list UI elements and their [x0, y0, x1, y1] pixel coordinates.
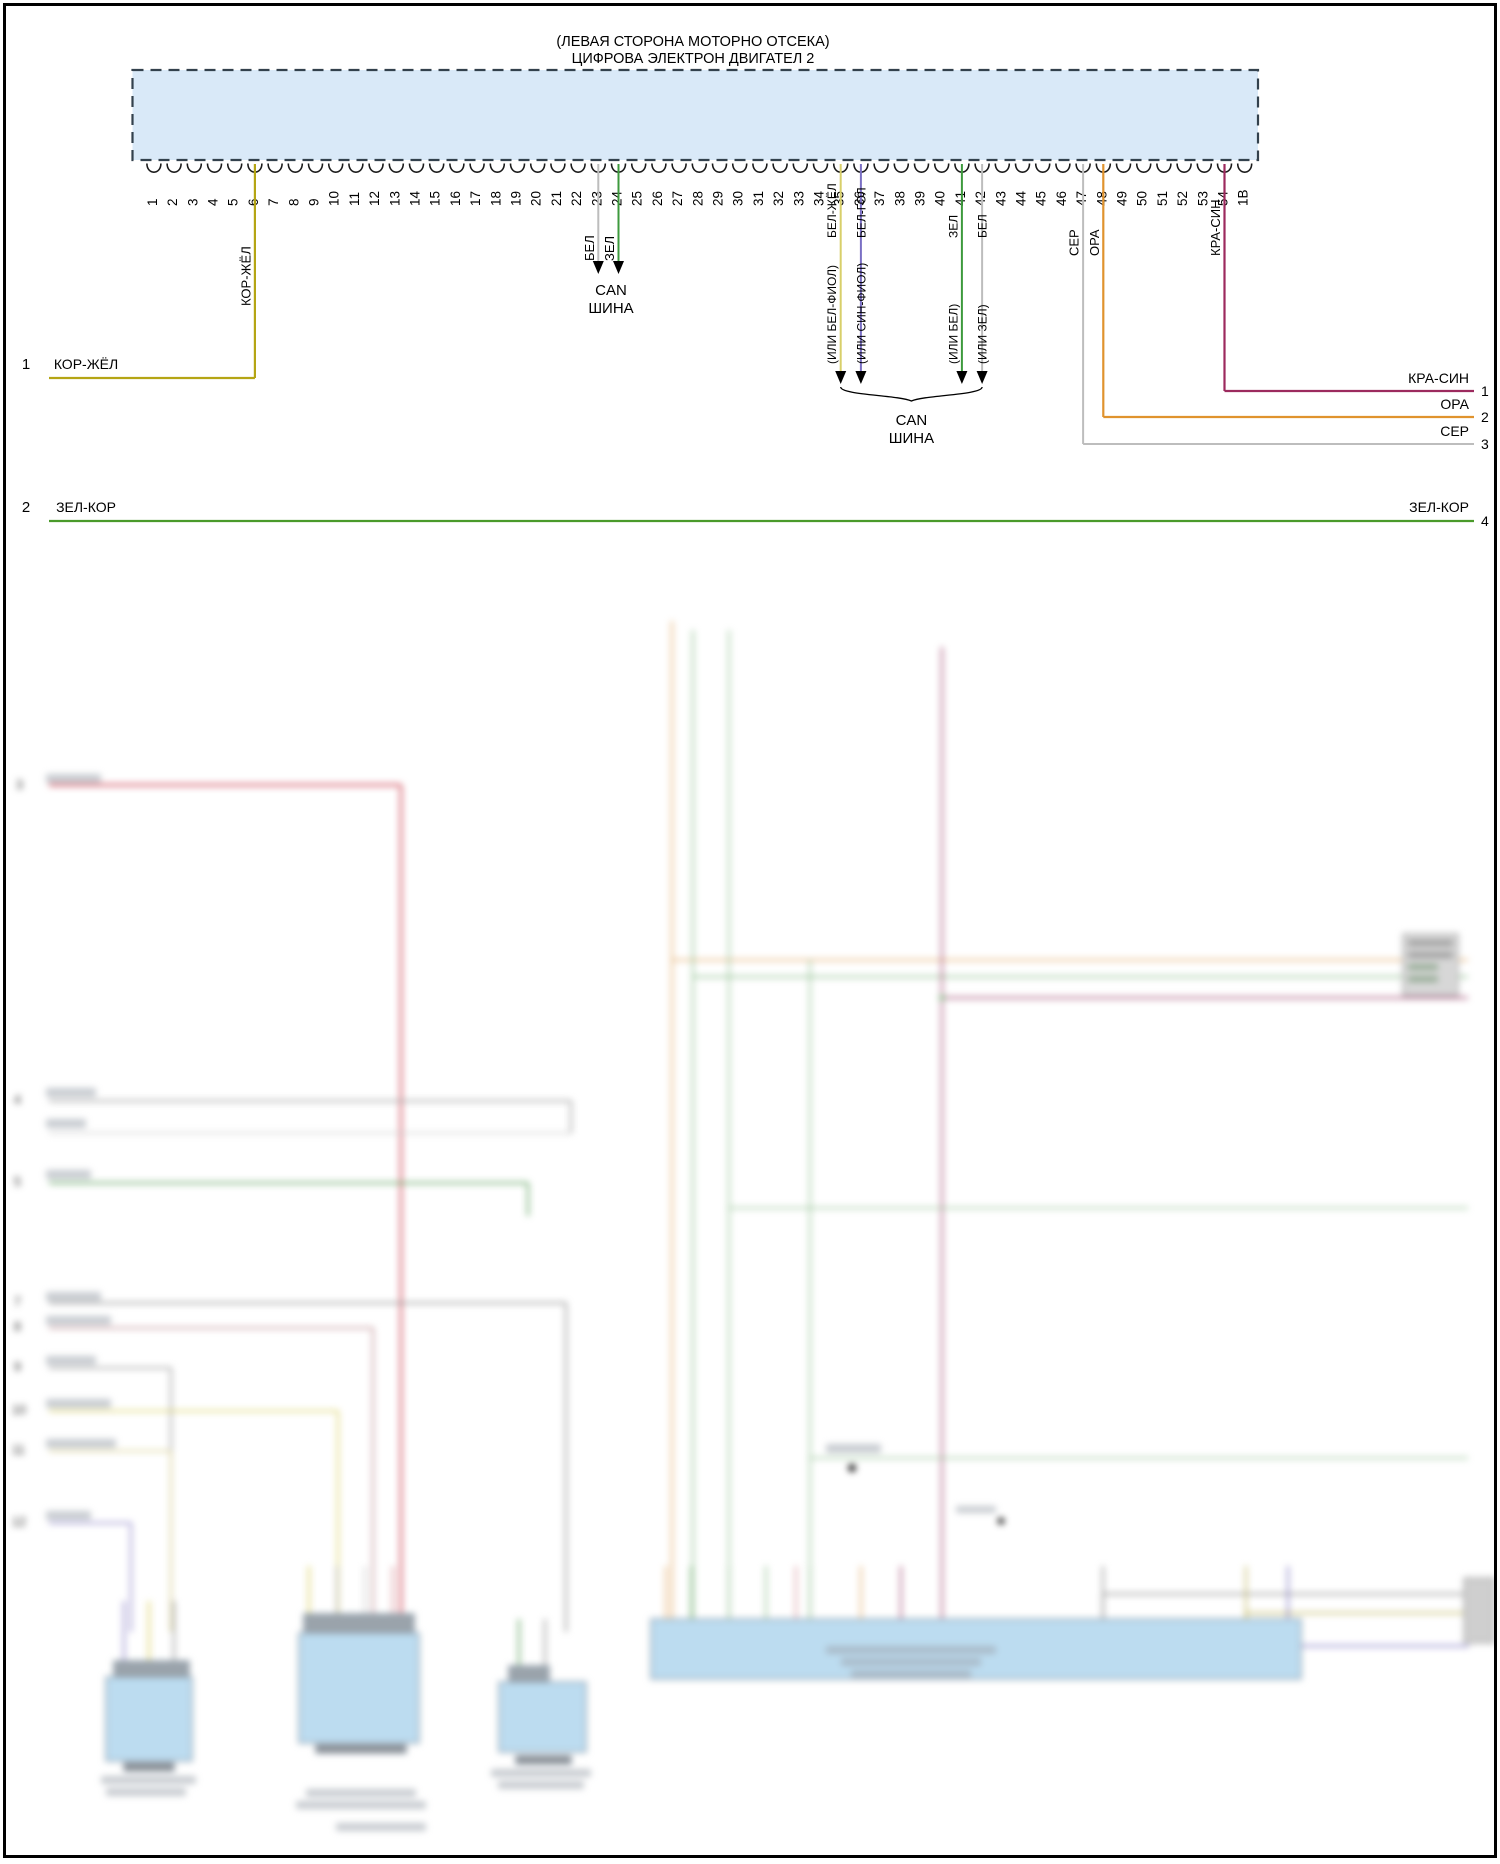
svg-text:3: 3	[16, 778, 23, 792]
svg-text:5: 5	[14, 1175, 21, 1189]
svg-text:8: 8	[14, 1320, 21, 1334]
svg-text:11: 11	[12, 1443, 25, 1457]
svg-text:12: 12	[12, 1515, 26, 1529]
svg-text:9: 9	[14, 1360, 21, 1374]
svg-text:7: 7	[14, 1295, 21, 1309]
svg-text:4: 4	[14, 1093, 21, 1107]
svg-text:10: 10	[12, 1403, 26, 1417]
